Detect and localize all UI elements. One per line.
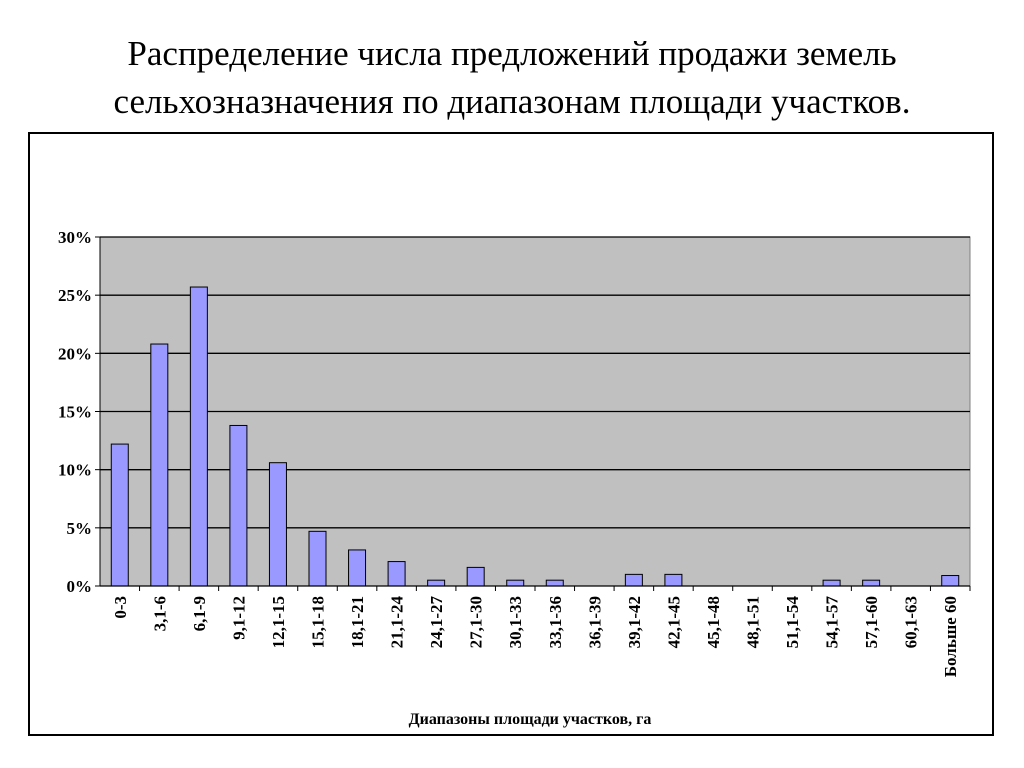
x-category-label: 18,1-21	[348, 596, 367, 648]
y-tick-label: 10%	[58, 461, 92, 480]
bar	[427, 579, 446, 587]
bar	[150, 343, 169, 587]
bar	[466, 566, 485, 587]
slide-title: Распределение числа предложений продажи …	[20, 30, 1004, 126]
x-category-label: 54,1-57	[823, 596, 842, 649]
y-tick-label: 5%	[67, 519, 93, 538]
bar	[545, 579, 564, 587]
y-tick-label: 20%	[58, 344, 92, 363]
x-category-label: 33,1-36	[546, 596, 565, 648]
x-category-label: 3,1-6	[150, 596, 169, 631]
bar	[110, 443, 129, 587]
slide-title-line-1: Распределение числа предложений продажи …	[127, 34, 897, 73]
x-category-labels: 0-3 3,1-6 6,1-9 9,1-12 12,1-15 15,1-18 18,1-21…	[111, 596, 960, 678]
x-axis-title: Диапазоны площади участков, га	[409, 711, 652, 728]
x-category-label: 6,1-9	[190, 596, 209, 631]
bar	[862, 579, 881, 587]
x-category-label: 0-3	[111, 596, 130, 619]
y-tick-label: 0%	[67, 577, 93, 596]
bar	[624, 573, 643, 587]
bar-chart: 0% 5% 10% 15% 20% 25% 30% 0-3 3,1-6 6,1-9 9,1-12 1…	[58, 228, 971, 728]
bar	[348, 549, 367, 587]
x-category-label: 60,1-63	[902, 596, 921, 648]
bar	[664, 573, 683, 587]
x-category-label: 27,1-30	[467, 596, 486, 648]
x-category-label: 9,1-12	[229, 596, 248, 640]
chart-frame: 0% 5% 10% 15% 20% 25% 30% 0-3 3,1-6 6,1-9 9,1-12 1…	[28, 132, 994, 736]
x-category-label: 39,1-42	[625, 596, 644, 648]
x-category-label: 24,1-27	[427, 596, 446, 649]
bar	[268, 462, 287, 587]
x-category-label: 51,1-54	[783, 596, 802, 649]
bar	[941, 575, 960, 587]
bar	[822, 579, 841, 587]
bar	[308, 530, 327, 587]
x-category-label: Больше 60	[941, 596, 960, 677]
axes	[95, 236, 971, 591]
x-category-label: 48,1-51	[744, 596, 763, 648]
bar	[387, 561, 406, 587]
bar	[229, 424, 248, 587]
x-category-label: 45,1-48	[704, 596, 723, 648]
x-category-label: 57,1-60	[862, 596, 881, 648]
y-tick-label: 25%	[58, 286, 92, 305]
y-tick-label: 30%	[58, 228, 92, 247]
bar	[506, 579, 525, 587]
y-tick-label: 15%	[58, 403, 92, 422]
slide-title-line-2: сельхозназначения по диапазонам площади …	[113, 82, 911, 121]
x-category-label: 36,1-39	[585, 596, 604, 648]
bars	[110, 286, 960, 587]
x-category-label: 15,1-18	[309, 596, 328, 648]
x-category-label: 12,1-15	[269, 596, 288, 648]
x-category-label: 30,1-33	[506, 596, 525, 648]
x-category-label: 21,1-24	[388, 596, 407, 649]
x-category-label: 42,1-45	[664, 596, 683, 648]
y-tick-labels: 0% 5% 10% 15% 20% 25% 30%	[58, 228, 92, 596]
bar	[189, 286, 208, 587]
